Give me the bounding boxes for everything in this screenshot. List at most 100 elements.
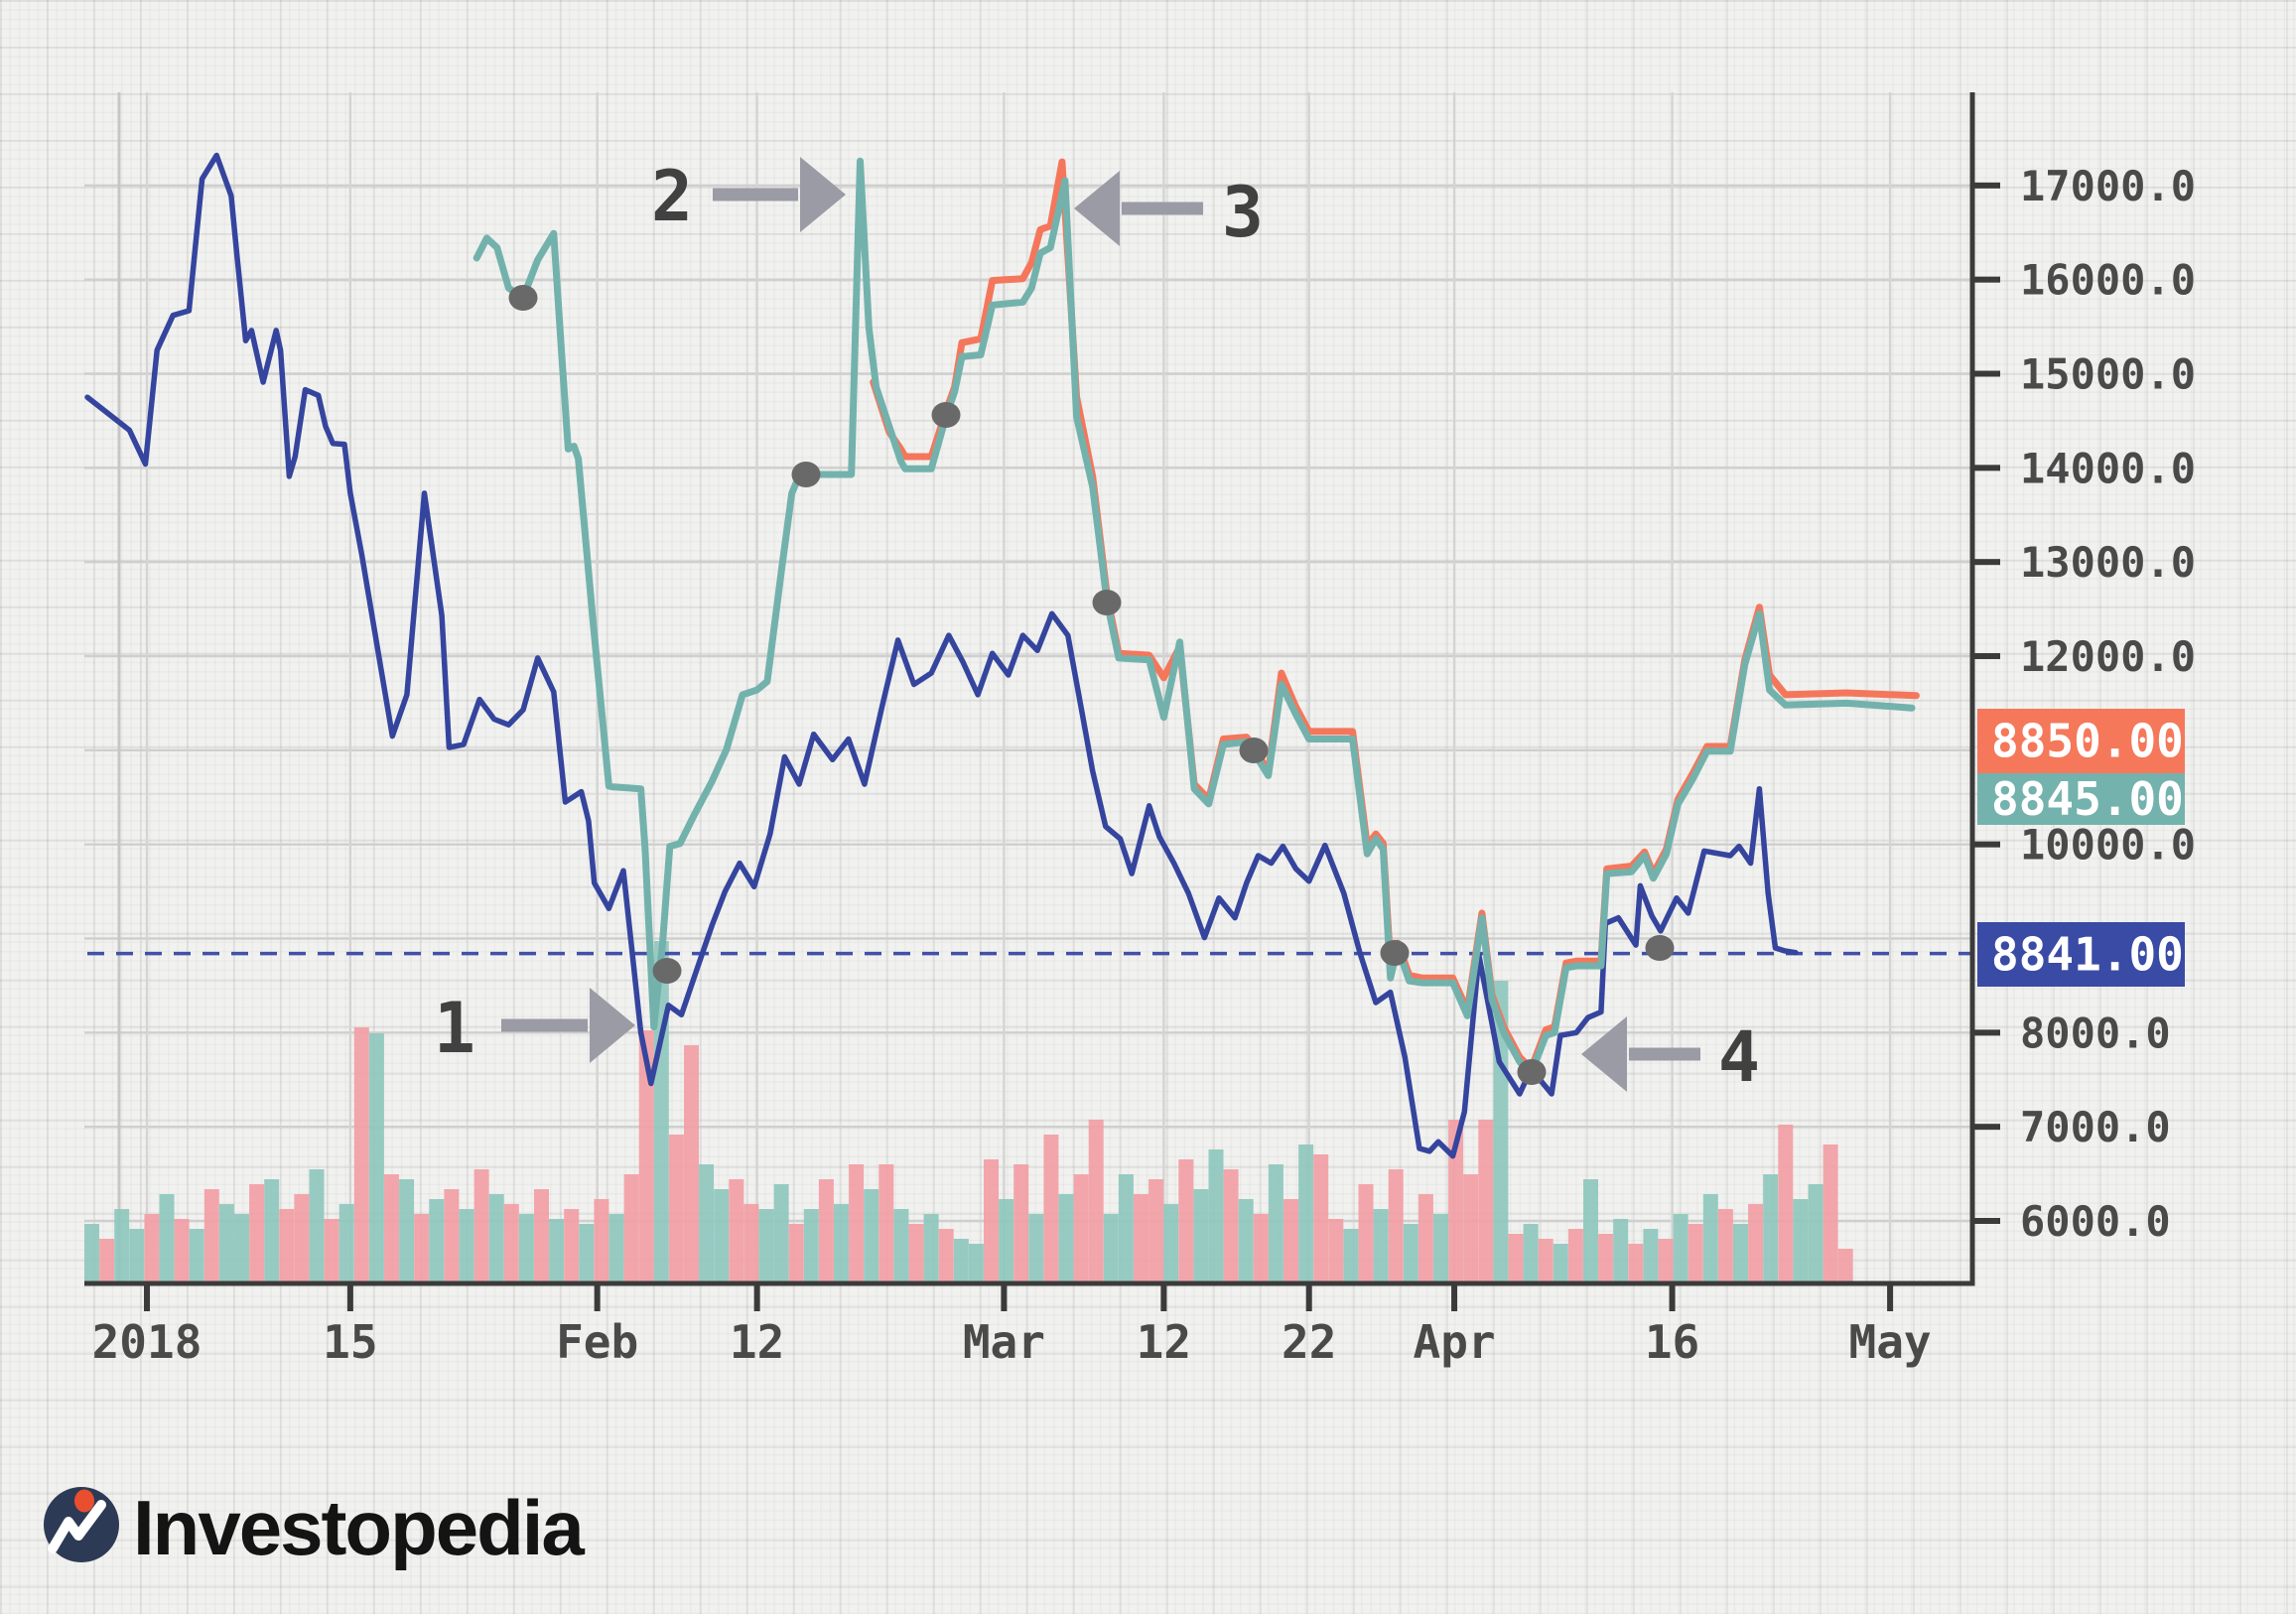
x-tick-label: 12	[1137, 1315, 1191, 1369]
volume-bar	[1463, 1174, 1479, 1283]
price-flag	[1977, 709, 2185, 773]
volume-bar	[1478, 1120, 1494, 1283]
x-tick-label: 16	[1645, 1315, 1699, 1369]
annotation-arrow-head-2	[800, 157, 846, 232]
volume-bar	[1567, 1229, 1583, 1283]
volume-bar	[1553, 1244, 1568, 1283]
volume-bar	[938, 1229, 954, 1283]
volume-bar	[743, 1204, 759, 1283]
volume-bar	[1793, 1199, 1809, 1283]
logo-zigzag-icon	[48, 1500, 106, 1553]
volume-bar	[893, 1209, 909, 1283]
volume-bar	[1702, 1194, 1718, 1283]
volume-bar	[1253, 1214, 1269, 1283]
volume-bar	[788, 1224, 804, 1283]
volume-bar	[384, 1174, 399, 1283]
x-tick	[1001, 1285, 1008, 1311]
volume-bar	[834, 1204, 849, 1283]
x-tick	[594, 1285, 601, 1311]
x-tick	[1160, 1285, 1167, 1311]
x-tick	[1669, 1285, 1676, 1311]
crossover-dot	[931, 402, 961, 428]
volume-bar	[803, 1209, 819, 1283]
volume-bar	[444, 1189, 460, 1283]
volume-bar	[729, 1179, 744, 1283]
volume-bar	[773, 1184, 789, 1283]
crossover-dot	[791, 462, 821, 487]
crossover-dot	[1645, 935, 1675, 961]
volume-bar	[564, 1209, 580, 1283]
y-tick	[1974, 182, 2000, 189]
volume-bar	[1058, 1194, 1074, 1283]
x-tick	[1887, 1285, 1894, 1311]
volume-bar	[353, 1027, 369, 1283]
crossover-dot	[1517, 1059, 1547, 1085]
logo-wordmark: Investopedia	[133, 1484, 585, 1571]
y-tick-label: 8000.0	[2020, 1009, 2171, 1057]
logo-dot-icon	[74, 1489, 94, 1513]
annotation-number-1: 1	[434, 988, 475, 1069]
volume-bar	[1448, 1120, 1464, 1283]
volume-bar	[114, 1209, 130, 1283]
volume-bar	[1208, 1149, 1224, 1283]
volume-bar	[999, 1199, 1014, 1283]
volume-bar	[129, 1229, 145, 1283]
crossover-dot	[652, 958, 682, 984]
volume-bar	[668, 1135, 684, 1283]
x-tick	[346, 1285, 353, 1311]
volume-bar	[503, 1204, 519, 1283]
x-tick	[753, 1285, 760, 1311]
volume-bar	[1658, 1239, 1674, 1283]
volume-bar	[294, 1194, 310, 1283]
volume-bar	[459, 1209, 474, 1283]
volume-bar	[1028, 1214, 1044, 1283]
volume-bar	[1088, 1120, 1104, 1283]
annotation-number-3: 3	[1222, 172, 1264, 253]
volume-bar	[264, 1179, 280, 1283]
volume-bar	[1733, 1224, 1748, 1283]
volume-bar	[1583, 1179, 1598, 1283]
volume-bar	[878, 1164, 894, 1283]
volume-bar	[1238, 1199, 1254, 1283]
volume-bar	[684, 1045, 699, 1283]
volume-bar	[399, 1179, 415, 1283]
volume-bar	[1118, 1174, 1134, 1283]
volume-bar	[1508, 1234, 1524, 1283]
volume-bar	[1418, 1194, 1433, 1283]
volume-bar	[1613, 1219, 1629, 1283]
price-flag	[1977, 773, 2185, 825]
crossover-dot	[1239, 738, 1269, 763]
volume-bar	[338, 1204, 354, 1283]
y-tick-label: 10000.0	[2020, 821, 2196, 870]
volume-bar	[1073, 1174, 1089, 1283]
volume-bar	[638, 1030, 654, 1283]
series-blue	[84, 152, 1799, 1159]
x-tick	[1451, 1285, 1458, 1311]
volume-bar	[429, 1199, 445, 1283]
volume-bar	[699, 1164, 715, 1283]
volume-bar	[623, 1174, 639, 1283]
volume-bar	[1748, 1204, 1764, 1283]
volume-bar	[1538, 1239, 1553, 1283]
volume-bar	[1134, 1194, 1148, 1283]
volume-bar	[579, 1224, 595, 1283]
volume-bar	[1808, 1184, 1823, 1283]
volume-bar	[1148, 1179, 1164, 1283]
volume-bar	[1328, 1219, 1344, 1283]
x-tick-label: 15	[323, 1315, 377, 1369]
volume-bar	[864, 1189, 879, 1283]
volume-bar	[1717, 1209, 1733, 1283]
volume-bar	[1013, 1164, 1029, 1283]
y-tick-label: 17000.0	[2020, 162, 2196, 210]
x-tick-label: 22	[1282, 1315, 1336, 1369]
y-tick	[1974, 1029, 2000, 1036]
x-tick-label: 12	[730, 1315, 784, 1369]
volume-bar	[414, 1214, 430, 1283]
y-tick	[1974, 370, 2000, 377]
y-tick	[1974, 1218, 2000, 1224]
y-tick-label: 16000.0	[2020, 256, 2196, 305]
volume-bar	[488, 1194, 504, 1283]
volume-bar	[714, 1189, 730, 1283]
x-tick	[144, 1285, 150, 1311]
volume-bar	[1837, 1249, 1853, 1283]
